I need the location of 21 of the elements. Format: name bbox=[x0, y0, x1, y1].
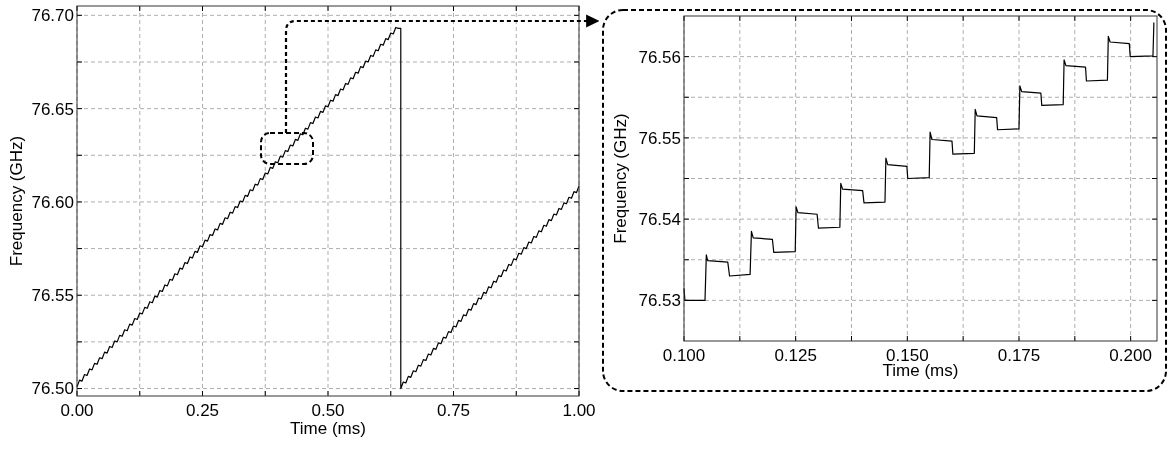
x-tick-label: 0.50 bbox=[311, 401, 345, 420]
y-axis-title: Frequency (GHz) bbox=[6, 135, 26, 267]
x-tick-label: 0.175 bbox=[997, 346, 1041, 365]
y-tick-label: 76.54 bbox=[638, 210, 681, 230]
x-tick-label: 0.100 bbox=[662, 346, 706, 365]
x-tick-label: 0.125 bbox=[774, 346, 817, 365]
y-tick-label: 76.65 bbox=[31, 99, 74, 119]
x-tick-label: 0.00 bbox=[60, 401, 94, 420]
y-tick-label: 76.55 bbox=[638, 128, 681, 148]
y-tick-label: 76.50 bbox=[31, 379, 74, 399]
x-tick-label: 1.00 bbox=[562, 401, 596, 420]
y-tick-label: 76.55 bbox=[31, 286, 74, 306]
x-tick-label: 0.200 bbox=[1109, 346, 1152, 365]
y-tick-label: 76.60 bbox=[31, 192, 74, 212]
y-tick-label: 76.70 bbox=[31, 6, 74, 26]
x-tick-label: 0.25 bbox=[185, 401, 220, 420]
x-axis-title: Time (ms) bbox=[290, 419, 366, 438]
y-axis-title: Frequency (GHz) bbox=[610, 113, 630, 244]
x-tick-label: 0.75 bbox=[436, 401, 471, 420]
y-tick-label: 76.56 bbox=[638, 47, 681, 67]
y-tick-label: 76.53 bbox=[638, 291, 681, 311]
